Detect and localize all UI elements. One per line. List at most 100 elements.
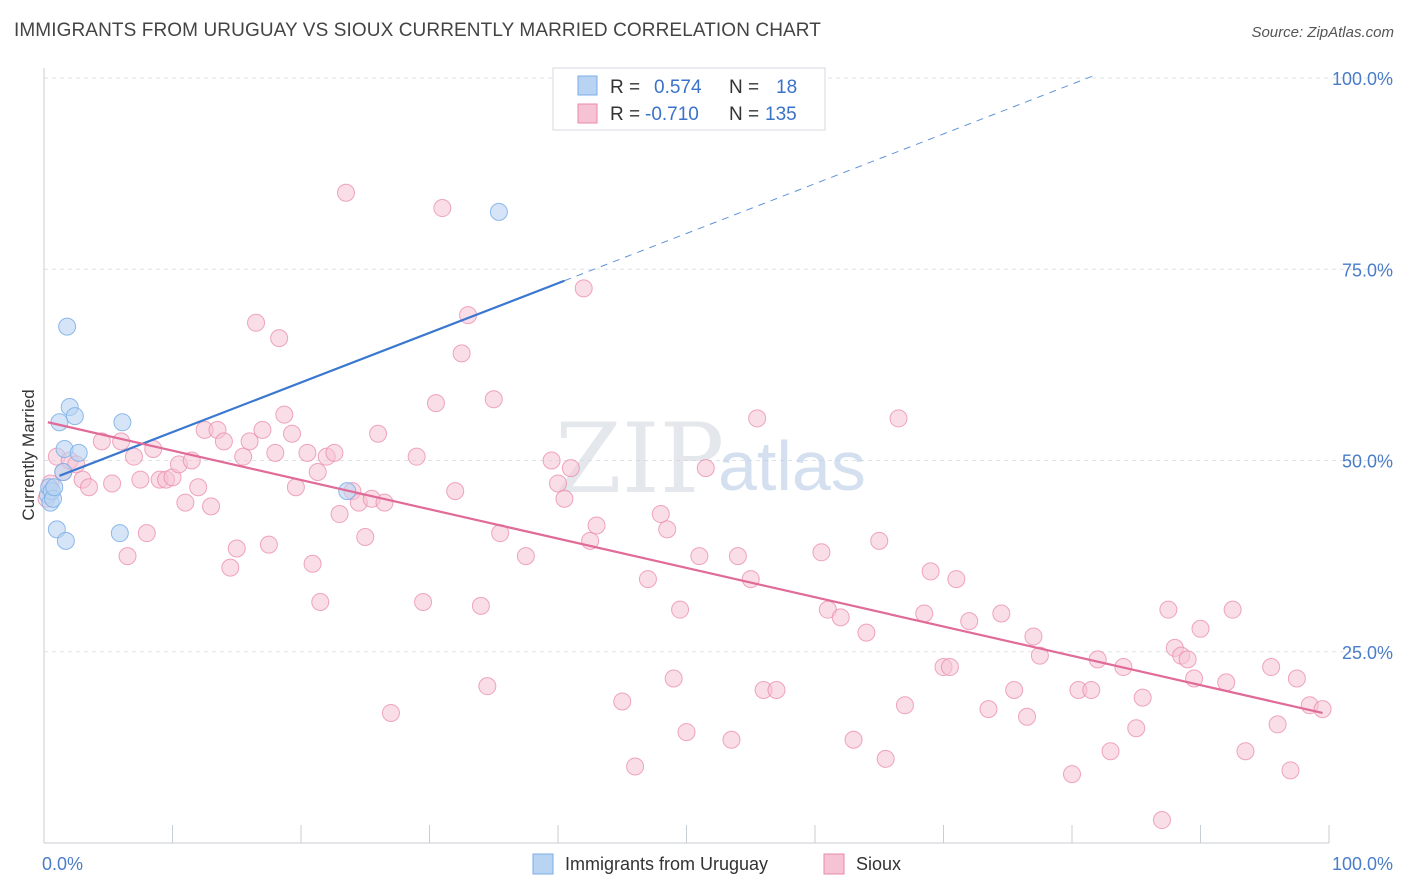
sioux-point — [227, 539, 246, 558]
sioux-point — [202, 497, 221, 516]
legend-n-label-1: N = — [729, 77, 759, 98]
legend-r-label-1: R = — [610, 77, 640, 98]
sioux-trend-line — [47, 421, 1323, 715]
sioux-point — [767, 681, 786, 699]
sioux-point — [124, 447, 143, 466]
x-tick-label-1: 100.0% — [1332, 854, 1393, 874]
legend-swatch-uruguay — [577, 75, 598, 96]
uruguay-point — [56, 531, 75, 550]
sioux-point — [189, 478, 208, 497]
sioux-point — [92, 432, 111, 451]
sioux-point — [221, 558, 240, 577]
trend-lines — [47, 73, 1323, 715]
sioux-point — [266, 443, 285, 462]
sioux-point — [651, 505, 670, 524]
sioux-point — [247, 313, 266, 332]
sioux-point — [369, 424, 388, 443]
sioux-point — [79, 478, 98, 497]
sioux-point — [940, 658, 959, 677]
sioux-point — [1024, 627, 1043, 646]
sioux-point — [1313, 700, 1332, 719]
sioux-point — [1018, 707, 1037, 726]
axes — [43, 68, 1330, 844]
sioux-point — [812, 543, 831, 562]
sioux-point — [889, 409, 908, 428]
watermark-zip: ZIP — [555, 403, 724, 515]
source-label: Source: ZipAtlas.com — [1251, 24, 1394, 41]
sioux-point — [549, 474, 567, 493]
sioux-point — [542, 451, 561, 470]
sioux-point — [947, 570, 966, 589]
sioux-point — [516, 547, 535, 566]
sioux-point — [275, 405, 294, 424]
sioux-point — [1262, 658, 1281, 677]
sioux-point — [1191, 619, 1210, 638]
sioux-point — [426, 394, 445, 413]
legend-n-label-2: N = — [729, 104, 759, 125]
sioux-point — [286, 478, 305, 497]
sioux-point — [876, 749, 895, 768]
y-tick-labels: 25.0% 50.0% 75.0% 100.0% — [1332, 69, 1393, 663]
y-tick-label-2: 75.0% — [1342, 260, 1393, 280]
legend-swatch-sioux — [577, 103, 598, 124]
sioux-point — [979, 700, 998, 719]
x-tick-labels: 0.0% 100.0% — [42, 854, 1393, 874]
sioux-point — [561, 459, 580, 478]
sioux-point — [1152, 811, 1171, 830]
sioux-point — [555, 489, 574, 508]
sioux-point — [484, 390, 503, 409]
sioux-point — [638, 570, 657, 589]
sioux-point — [1178, 650, 1197, 669]
uruguay-point — [45, 478, 64, 497]
sioux-point — [336, 183, 355, 202]
watermark: ZIP atlas — [555, 403, 866, 515]
sioux-point — [1236, 742, 1255, 761]
bottom-legend-sioux: Sioux — [856, 854, 901, 874]
sioux-point — [1281, 761, 1300, 780]
bottom-legend-uruguay: Immigrants from Uruguay — [565, 854, 768, 874]
sioux-point — [1030, 646, 1049, 665]
uruguay-point — [110, 524, 129, 543]
sioux-point — [870, 531, 889, 550]
sioux-point — [613, 692, 632, 711]
uruguay-point — [65, 407, 84, 426]
legend-r-value-2: -0.710 — [645, 104, 699, 125]
sioux-point — [478, 677, 497, 696]
sioux-point — [1082, 681, 1101, 699]
legend: R = 0.574 N = 18 R = -0.710 N = 135 — [552, 67, 826, 131]
sioux-point — [960, 612, 979, 631]
y-tick-label-3: 100.0% — [1332, 69, 1393, 89]
uruguay-point — [58, 317, 77, 336]
sioux-point — [895, 696, 914, 715]
sioux-point — [240, 432, 259, 451]
uruguay-point — [489, 202, 508, 221]
uruguay-trend-extension — [564, 73, 1098, 282]
sioux-point — [992, 604, 1011, 623]
sioux-point — [1127, 719, 1146, 738]
sioux-point — [103, 474, 122, 493]
sioux-point — [857, 623, 876, 642]
sioux-point — [118, 547, 137, 566]
sioux-point — [1287, 669, 1306, 688]
sioux-point — [283, 424, 302, 443]
sioux-point — [1101, 742, 1120, 761]
sioux-point — [1133, 688, 1152, 707]
sioux-point — [626, 757, 645, 776]
chart-title: IMMIGRANTS FROM URUGUAY VS SIOUX CURRENT… — [14, 20, 821, 41]
legend-r-value-1: 0.574 — [654, 77, 702, 98]
sioux-point — [1217, 673, 1236, 692]
sioux-point — [214, 432, 233, 451]
sioux-point — [471, 596, 490, 615]
sioux-point — [915, 604, 934, 623]
sioux-point — [259, 535, 278, 554]
sioux-point — [728, 547, 747, 566]
sioux-point — [671, 600, 690, 619]
legend-r-label-2: R = — [610, 104, 640, 125]
sioux-point — [1268, 715, 1287, 734]
sioux-point — [664, 669, 683, 688]
sioux-point — [1223, 600, 1242, 619]
sioux-point — [234, 447, 253, 466]
sioux-point — [696, 459, 715, 478]
sioux-point — [574, 279, 593, 298]
